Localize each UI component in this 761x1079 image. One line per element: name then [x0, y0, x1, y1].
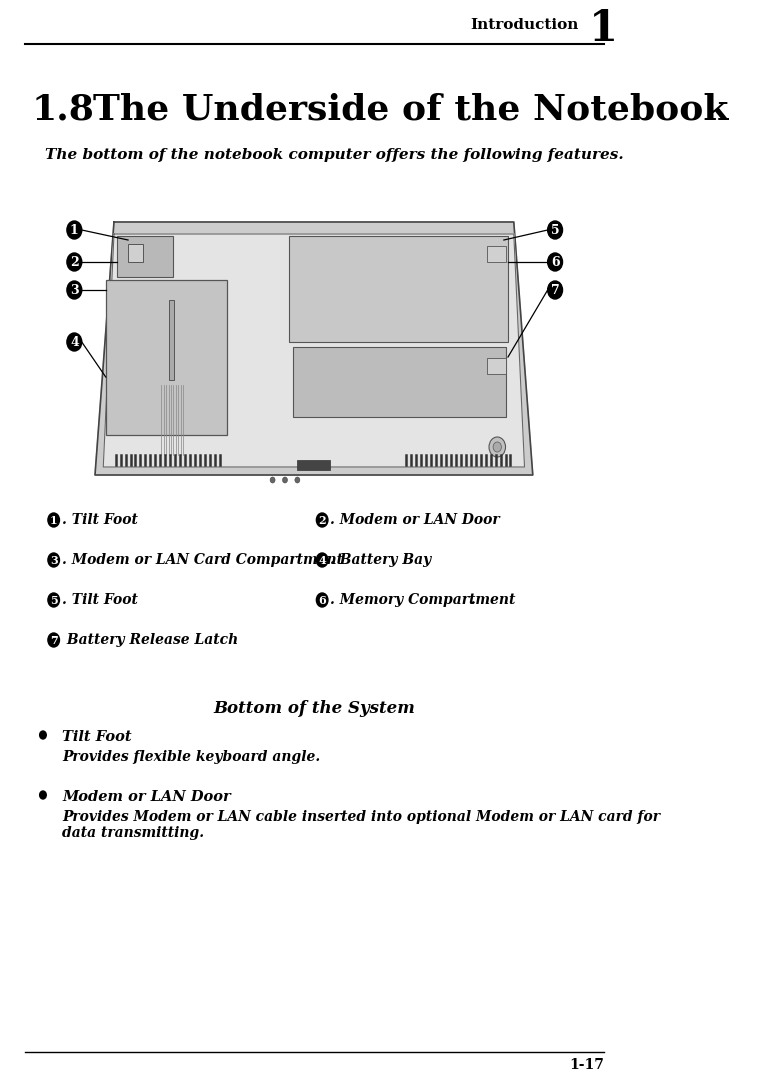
Bar [487, 358, 505, 374]
Text: 1-17: 1-17 [569, 1058, 603, 1073]
Bar [298, 460, 330, 470]
Circle shape [48, 554, 59, 566]
Circle shape [40, 730, 46, 739]
Circle shape [282, 477, 288, 483]
Bar [117, 236, 174, 277]
Text: 3: 3 [70, 284, 78, 297]
Text: 6: 6 [551, 256, 559, 269]
Text: 1: 1 [70, 223, 78, 236]
Text: 5: 5 [551, 223, 559, 236]
Text: Provides flexible keyboard angle.: Provides flexible keyboard angle. [62, 750, 320, 764]
Text: Bottom of the System: Bottom of the System [213, 700, 415, 718]
Circle shape [48, 633, 59, 647]
Circle shape [493, 442, 501, 452]
Text: 4: 4 [70, 336, 78, 349]
Text: .: . [461, 593, 476, 607]
Text: . Battery Bay: . Battery Bay [330, 554, 431, 566]
Bar [106, 279, 227, 435]
Circle shape [40, 791, 46, 800]
Circle shape [548, 281, 562, 299]
Polygon shape [95, 222, 533, 475]
Text: The bottom of the notebook computer offers the following features.: The bottom of the notebook computer offe… [46, 148, 624, 162]
Text: 3: 3 [49, 555, 58, 565]
Circle shape [67, 333, 81, 351]
Circle shape [548, 252, 562, 271]
Text: 6: 6 [318, 595, 326, 605]
Text: Introduction: Introduction [470, 18, 578, 32]
Text: 5: 5 [49, 595, 58, 605]
Circle shape [67, 252, 81, 271]
Text: . Modem or LAN Card Compartment: . Modem or LAN Card Compartment [62, 554, 343, 566]
Text: Tilt Foot: Tilt Foot [62, 730, 132, 745]
Circle shape [48, 593, 59, 607]
Circle shape [317, 513, 328, 527]
Text: 2: 2 [70, 256, 78, 269]
Text: 4: 4 [318, 555, 326, 565]
Circle shape [48, 513, 59, 527]
Circle shape [270, 477, 275, 483]
Text: 1: 1 [589, 8, 618, 50]
Text: 1.8: 1.8 [31, 92, 94, 126]
Text: 7: 7 [49, 634, 58, 645]
Circle shape [67, 281, 81, 299]
Text: 7: 7 [551, 284, 559, 297]
Text: 1: 1 [50, 515, 58, 525]
Text: . Tilt Foot: . Tilt Foot [62, 513, 138, 527]
Bar [293, 347, 505, 416]
Bar [487, 246, 505, 262]
Text: The Underside of the Notebook: The Underside of the Notebook [93, 92, 728, 126]
Circle shape [67, 221, 81, 240]
Circle shape [548, 221, 562, 240]
Text: . Tilt Foot: . Tilt Foot [62, 593, 138, 607]
Text: Battery Release Latch: Battery Release Latch [62, 633, 238, 647]
Circle shape [489, 437, 505, 457]
Circle shape [295, 477, 300, 483]
Text: Modem or LAN Door: Modem or LAN Door [62, 790, 231, 804]
Bar [289, 236, 508, 342]
Text: 2: 2 [318, 515, 326, 525]
Text: Provides Modem or LAN cable inserted into optional Modem or LAN card for
data tr: Provides Modem or LAN cable inserted int… [62, 810, 660, 841]
Polygon shape [103, 234, 524, 467]
Bar [128, 244, 143, 262]
Text: . Modem or LAN Door: . Modem or LAN Door [330, 513, 500, 527]
Bar [170, 300, 174, 380]
Text: . Memory Compartment: . Memory Compartment [330, 593, 516, 607]
Circle shape [317, 593, 328, 607]
Circle shape [317, 554, 328, 566]
